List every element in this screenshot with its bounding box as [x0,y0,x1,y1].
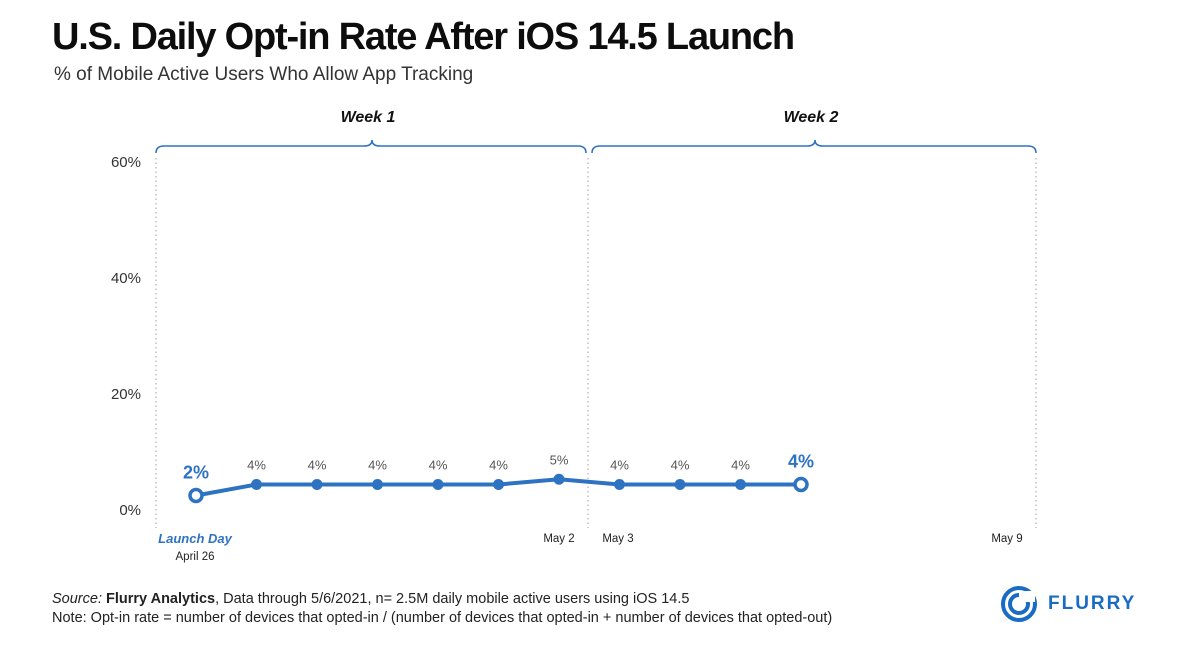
data-label: 5% [550,452,569,467]
data-point [311,478,323,490]
data-label: 4% [610,457,629,472]
data-point [793,476,809,493]
source-details: , Data through 5/6/2021, n= 2.5M daily m… [215,591,690,607]
y-tick-label: 60% [111,154,141,171]
data-label: 4% [671,457,690,472]
x-tick-label: May 2 [543,533,574,545]
logo-wordmark: FLURRY [1048,593,1137,614]
data-point [493,478,504,490]
y-tick-label: 20% [111,386,141,403]
data-label: 4% [788,451,814,471]
data-point [614,478,625,490]
x-tick-label: April 26 [176,551,215,563]
flurry-logo: FLURRY [1000,584,1136,624]
data-point [251,478,262,490]
data-label: 4% [368,457,387,472]
chart-subtitle: % of Mobile Active Users Who Allow App T… [54,64,474,85]
week-bracket [591,139,1037,154]
data-label: 2% [183,463,209,483]
source-note: Source: Flurry Analytics, Data through 5… [52,591,689,607]
data-label: 4% [308,457,327,472]
data-point [553,473,565,485]
data-point [188,487,204,504]
week-label: Week 1 [341,109,396,126]
x-tick-label: May 9 [991,533,1022,545]
chart-title: U.S. Daily Opt-in Rate After iOS 14.5 La… [52,16,795,58]
week-bracket [155,139,587,154]
week-label: Week 2 [784,109,839,126]
data-label: 4% [489,457,508,472]
data-point [372,478,383,490]
source-label: Source: [52,591,102,607]
y-tick-label: 0% [119,502,141,519]
data-point [735,478,746,490]
x-annotation-launch-day: Launch Day [158,531,232,546]
data-point [674,478,686,490]
y-tick-label: 40% [111,270,141,287]
data-label: 4% [429,457,448,472]
data-point [432,478,444,490]
x-tick-label: May 3 [602,533,633,545]
flurry-swirl-icon [1001,586,1037,622]
definition-note: Note: Opt-in rate = number of devices th… [52,610,833,626]
data-label: 4% [731,457,750,472]
data-label: 4% [247,457,266,472]
source-name: Flurry Analytics [106,591,216,607]
